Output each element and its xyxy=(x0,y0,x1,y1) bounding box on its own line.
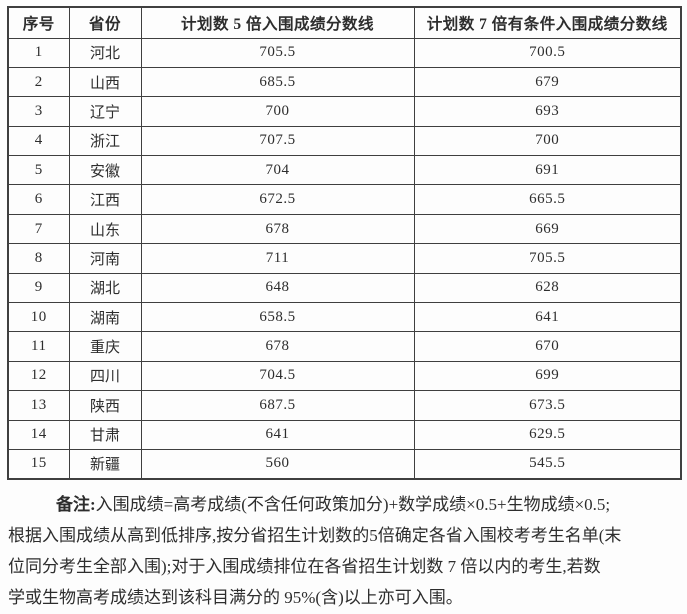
note-line-1-text: 入围成绩=高考成绩(不含任何政策加分)+数学成绩×0.5+生物成绩×0.5; xyxy=(95,495,611,514)
cell-line7x: 700.5 xyxy=(413,37,682,68)
cell-line7x: 628 xyxy=(413,272,682,304)
cell-line7x: 665.5 xyxy=(413,184,682,215)
cell-seq: 15 xyxy=(7,448,70,480)
cell-seq: 3 xyxy=(7,96,70,127)
cell-seq: 2 xyxy=(7,66,70,98)
cell-line7x: 699 xyxy=(413,360,682,392)
table-row: 2 山西 685.5 679 xyxy=(7,66,682,98)
cell-line7x: 693 xyxy=(413,96,682,127)
cell-province: 陕西 xyxy=(68,390,142,421)
table-row: 7 山东 678 669 xyxy=(7,213,682,245)
cell-seq: 8 xyxy=(7,243,70,274)
cell-province: 江西 xyxy=(68,184,142,215)
cell-province: 湖北 xyxy=(68,272,142,304)
cell-seq: 9 xyxy=(7,272,70,304)
cell-seq: 6 xyxy=(7,184,70,215)
cell-seq: 14 xyxy=(7,419,70,450)
cell-province: 辽宁 xyxy=(68,96,142,127)
table-row: 12 四川 704.5 699 xyxy=(7,360,682,392)
col-header-line7x: 计划数 7 倍有条件入围成绩分数线 xyxy=(413,6,682,39)
cell-line7x: 679 xyxy=(413,66,682,98)
cell-province: 安徽 xyxy=(68,155,142,186)
cell-seq: 4 xyxy=(7,125,70,157)
cell-province: 重庆 xyxy=(68,331,142,362)
table-row: 11 重庆 678 670 xyxy=(7,331,682,362)
table-row: 4 浙江 707.5 700 xyxy=(7,125,682,157)
table-row: 5 安徽 704 691 xyxy=(7,155,682,186)
cell-line7x: 691 xyxy=(413,155,682,186)
cell-province: 甘肃 xyxy=(68,419,142,450)
cell-seq: 10 xyxy=(7,302,70,333)
table-row: 10 湖南 658.5 641 xyxy=(7,302,682,333)
cell-line5x: 658.5 xyxy=(140,302,415,333)
table-row: 14 甘肃 641 629.5 xyxy=(7,419,682,450)
cell-line7x: 669 xyxy=(413,213,682,245)
cell-line5x: 687.5 xyxy=(140,390,415,421)
cell-province: 新疆 xyxy=(68,448,142,480)
note-line-1: 备注:入围成绩=高考成绩(不含任何政策加分)+数学成绩×0.5+生物成绩×0.5… xyxy=(8,489,679,520)
cell-line7x: 673.5 xyxy=(413,390,682,421)
note-line-3: 位同分考生全部入围);对于入围成绩排位在各省招生计划数 7 倍以内的考生,若数 xyxy=(8,557,601,576)
table-row: 3 辽宁 700 693 xyxy=(7,96,682,127)
cell-line7x: 700 xyxy=(413,125,682,157)
cell-line7x: 629.5 xyxy=(413,419,682,450)
cell-line5x: 704.5 xyxy=(140,360,415,392)
score-table: 序号 省份 计划数 5 倍入围成绩分数线 计划数 7 倍有条件入围成绩分数线 1… xyxy=(7,6,682,480)
cell-line5x: 648 xyxy=(140,272,415,304)
col-header-province: 省份 xyxy=(68,6,142,39)
cell-line7x: 545.5 xyxy=(413,448,682,480)
col-header-seq: 序号 xyxy=(7,6,70,39)
cell-province: 河南 xyxy=(68,243,142,274)
cell-province: 山东 xyxy=(68,213,142,245)
cell-line5x: 711 xyxy=(140,243,415,274)
cell-line5x: 704 xyxy=(140,155,415,186)
cell-line7x: 641 xyxy=(413,302,682,333)
table-row: 15 新疆 560 545.5 xyxy=(7,448,682,480)
cell-seq: 7 xyxy=(7,213,70,245)
cell-line5x: 685.5 xyxy=(140,66,415,98)
cell-line5x: 641 xyxy=(140,419,415,450)
cell-seq: 1 xyxy=(7,37,70,68)
table-row: 13 陕西 687.5 673.5 xyxy=(7,390,682,421)
cell-province: 四川 xyxy=(68,360,142,392)
cell-province: 湖南 xyxy=(68,302,142,333)
cell-seq: 5 xyxy=(7,155,70,186)
note-line-4: 学或生物高考成绩达到该科目满分的 95%(含)以上亦可入围。 xyxy=(8,588,463,607)
cell-line7x: 670 xyxy=(413,331,682,362)
cell-line7x: 705.5 xyxy=(413,243,682,274)
cell-line5x: 678 xyxy=(140,213,415,245)
table-row: 6 江西 672.5 665.5 xyxy=(7,184,682,215)
cell-line5x: 560 xyxy=(140,448,415,480)
cell-province: 浙江 xyxy=(68,125,142,157)
note-line-2: 根据入围成绩从高到低排序,按分省招生计划数的5倍确定各省入围校考考生名单(末 xyxy=(8,526,622,545)
note-label: 备注: xyxy=(56,495,96,514)
cell-seq: 13 xyxy=(7,390,70,421)
note: 备注:入围成绩=高考成绩(不含任何政策加分)+数学成绩×0.5+生物成绩×0.5… xyxy=(8,489,679,613)
cell-seq: 12 xyxy=(7,360,70,392)
table-row: 8 河南 711 705.5 xyxy=(7,243,682,274)
cell-line5x: 678 xyxy=(140,331,415,362)
cell-province: 河北 xyxy=(68,37,142,68)
table-row: 1 河北 705.5 700.5 xyxy=(7,37,682,68)
cell-line5x: 705.5 xyxy=(140,37,415,68)
cell-line5x: 672.5 xyxy=(140,184,415,215)
cell-line5x: 700 xyxy=(140,96,415,127)
table-row: 9 湖北 648 628 xyxy=(7,272,682,304)
cell-province: 山西 xyxy=(68,66,142,98)
col-header-line5x: 计划数 5 倍入围成绩分数线 xyxy=(140,6,415,39)
cell-line5x: 707.5 xyxy=(140,125,415,157)
cell-seq: 11 xyxy=(7,331,70,362)
table-header-row: 序号 省份 计划数 5 倍入围成绩分数线 计划数 7 倍有条件入围成绩分数线 xyxy=(7,6,682,39)
